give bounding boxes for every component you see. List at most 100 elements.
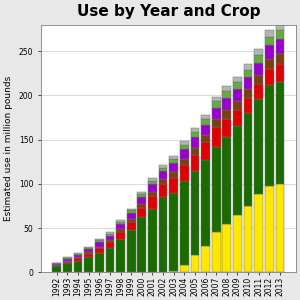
Bar <box>137 192 146 194</box>
Bar <box>254 49 263 56</box>
Bar <box>212 97 220 101</box>
Bar <box>95 247 104 248</box>
Bar <box>190 128 199 132</box>
Bar <box>233 126 242 215</box>
Bar <box>190 255 199 272</box>
Bar <box>169 193 178 271</box>
Bar <box>148 178 157 181</box>
Bar <box>244 89 252 98</box>
Bar <box>201 246 210 272</box>
Bar <box>127 213 136 219</box>
Bar <box>222 86 231 91</box>
Bar <box>180 265 189 272</box>
Bar <box>233 89 242 101</box>
Bar <box>222 110 231 119</box>
Bar <box>254 63 263 75</box>
Bar <box>116 232 125 239</box>
Bar <box>180 145 189 149</box>
Bar <box>190 148 199 154</box>
Bar <box>212 127 220 147</box>
Bar <box>159 168 167 171</box>
Bar <box>190 132 199 137</box>
Bar <box>116 224 125 229</box>
Bar <box>106 234 114 236</box>
Bar <box>190 170 199 255</box>
Bar <box>106 236 114 240</box>
Bar <box>222 91 231 98</box>
Bar <box>201 115 210 119</box>
Bar <box>169 178 178 193</box>
Bar <box>106 248 114 272</box>
Bar <box>52 264 61 265</box>
Bar <box>190 137 199 148</box>
Bar <box>212 101 220 108</box>
Bar <box>74 255 82 257</box>
Bar <box>148 184 157 192</box>
Bar <box>275 82 284 184</box>
Bar <box>159 197 167 272</box>
Bar <box>265 69 274 85</box>
Bar <box>63 261 72 262</box>
Bar <box>63 263 72 272</box>
Bar <box>169 164 178 172</box>
Bar <box>201 124 210 135</box>
Bar <box>106 240 114 242</box>
Bar <box>254 75 263 84</box>
Bar <box>201 142 210 160</box>
Bar <box>95 248 104 253</box>
Bar <box>74 253 82 254</box>
Title: Use by Year and Crop: Use by Year and Crop <box>76 4 260 19</box>
Bar <box>74 258 82 261</box>
Bar <box>148 181 157 184</box>
Bar <box>169 160 178 164</box>
Bar <box>148 192 157 196</box>
Bar <box>265 45 274 59</box>
Bar <box>254 84 263 99</box>
Bar <box>169 271 178 272</box>
Bar <box>137 218 146 272</box>
Bar <box>275 64 284 82</box>
Bar <box>180 159 189 165</box>
Bar <box>265 37 274 45</box>
Bar <box>52 263 61 264</box>
Bar <box>74 254 82 255</box>
Bar <box>159 184 167 197</box>
Bar <box>84 248 93 249</box>
Bar <box>212 232 220 272</box>
Bar <box>127 208 136 210</box>
Bar <box>137 194 146 197</box>
Bar <box>95 240 104 242</box>
Bar <box>201 160 210 246</box>
Bar <box>84 249 93 252</box>
Bar <box>84 247 93 248</box>
Bar <box>84 254 93 257</box>
Bar <box>180 149 189 159</box>
Bar <box>254 56 263 63</box>
Bar <box>148 196 157 208</box>
Bar <box>212 147 220 232</box>
Bar <box>63 262 72 263</box>
Bar <box>137 208 146 218</box>
Bar <box>180 141 189 145</box>
Y-axis label: Estimated use in million pounds: Estimated use in million pounds <box>4 76 13 221</box>
Bar <box>127 222 136 230</box>
Bar <box>63 257 72 258</box>
Bar <box>275 23 284 30</box>
Bar <box>265 30 274 37</box>
Bar <box>265 85 274 186</box>
Bar <box>244 113 252 206</box>
Bar <box>233 82 242 89</box>
Bar <box>159 165 167 168</box>
Bar <box>222 119 231 137</box>
Bar <box>222 98 231 110</box>
Bar <box>169 172 178 178</box>
Bar <box>244 98 252 113</box>
Bar <box>95 242 104 247</box>
Bar <box>265 186 274 272</box>
Bar <box>159 171 167 179</box>
Bar <box>127 219 136 222</box>
Bar <box>222 137 231 224</box>
Bar <box>127 210 136 213</box>
Bar <box>275 39 284 54</box>
Bar <box>159 179 167 184</box>
